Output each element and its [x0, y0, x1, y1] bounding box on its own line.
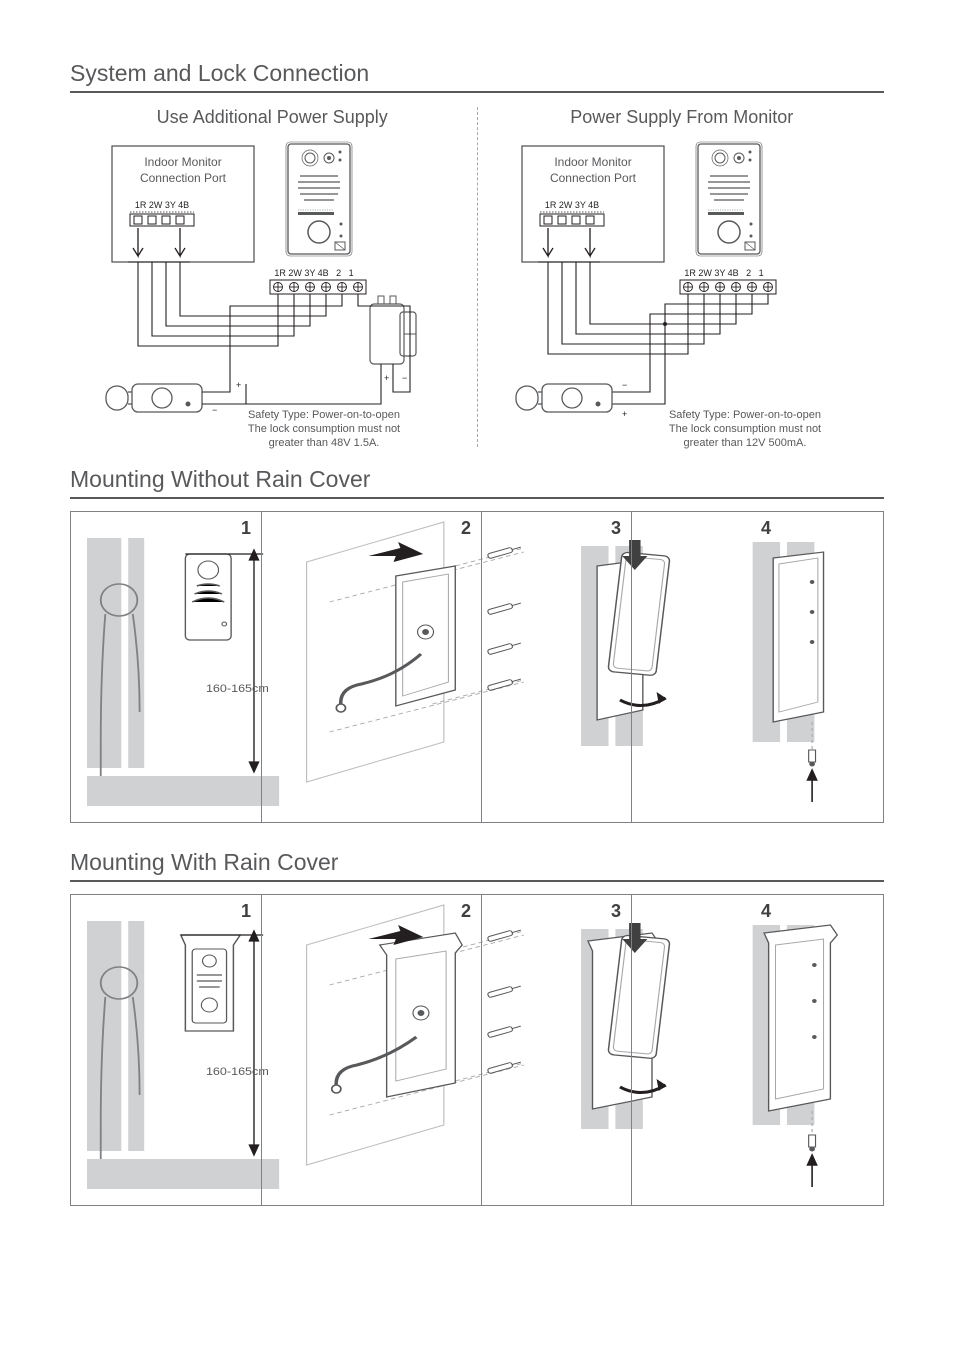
mount-with-cover-box: 1 2 3 4: [70, 894, 884, 1206]
svg-text:Connection Port: Connection Port: [549, 171, 636, 185]
wiring-row: Use Additional Power Supply Indoor Monit…: [70, 107, 884, 466]
svg-text:greater than 48V 1.5A.: greater than 48V 1.5A.: [269, 437, 380, 449]
svg-text:−: −: [402, 373, 407, 383]
plus-sign: +: [236, 380, 241, 390]
outdoor-unit-icon: [286, 142, 352, 256]
step-4: 4: [761, 518, 771, 539]
svg-text:1R 2W 3Y 4B 2 1: 1R 2W 3Y 4B 2 1: [684, 268, 763, 278]
section-title-mount-no-cover: Mounting Without Rain Cover: [70, 466, 884, 499]
wiring-right: Power Supply From Monitor Indoor Monitor…: [480, 107, 885, 466]
lock-icon: [106, 384, 202, 412]
svg-text:greater than 12V 500mA.: greater than 12V 500mA.: [683, 437, 806, 449]
svg-text:−: −: [622, 380, 627, 390]
wiring-right-heading: Power Supply From Monitor: [480, 107, 885, 128]
svg-text:1R 2W 3Y 4B: 1R 2W 3Y 4B: [544, 200, 598, 210]
mount-no-cover-box: 1 2 3 4: [70, 511, 884, 823]
svg-text:The lock consumption must not: The lock consumption must not: [248, 423, 400, 435]
mount-no-cover-svg: 160-165cm: [71, 512, 883, 822]
step-3: 3: [611, 518, 621, 539]
svg-text:Safety Type: Power-on-to-open: Safety Type: Power-on-to-open: [668, 409, 820, 421]
monitor-label-l2: Connection Port: [140, 171, 227, 185]
wiring-divider: [477, 107, 478, 447]
svg-text:The lock consumption must not: The lock consumption must not: [668, 423, 820, 435]
wiring-left-heading: Use Additional Power Supply: [70, 107, 475, 128]
svg-text:160-165cm: 160-165cm: [206, 1065, 269, 1078]
minus-sign: −: [212, 405, 217, 415]
section-title-mount-with-cover: Mounting With Rain Cover: [70, 849, 884, 882]
svg-text:+: +: [384, 373, 389, 383]
svg-text:+: +: [622, 409, 627, 419]
step-1: 1: [241, 518, 251, 539]
wiring-left: Use Additional Power Supply Indoor Monit…: [70, 107, 475, 466]
monitor-label-l1: Indoor Monitor: [144, 155, 221, 169]
section-title-connection: System and Lock Connection: [70, 60, 884, 93]
svg-text:Indoor Monitor: Indoor Monitor: [554, 155, 631, 169]
mount-with-cover-svg: 160-165cm: [71, 895, 883, 1205]
step-2: 2: [461, 518, 471, 539]
height-label: 160-165cm: [206, 682, 269, 695]
terminal-labels-left: 1R 2W 3Y 4B 2 1: [274, 268, 353, 278]
safety-text: Safety Type: Power-on-to-open: [248, 409, 400, 421]
wiring-right-diagram: Indoor Monitor Connection Port 1R 2W 3Y …: [480, 136, 870, 466]
wiring-left-diagram: Indoor Monitor Connection Port 1R 2W 3Y …: [70, 136, 460, 466]
pin-labels-left: 1R 2W 3Y 4B: [135, 200, 189, 210]
